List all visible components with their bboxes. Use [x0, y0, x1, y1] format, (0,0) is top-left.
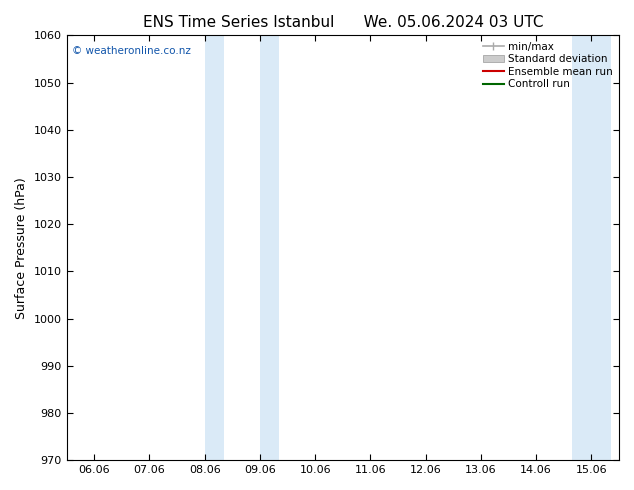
Y-axis label: Surface Pressure (hPa): Surface Pressure (hPa): [15, 177, 28, 318]
Bar: [592, 35, 611, 460]
Legend: min/max, Standard deviation, Ensemble mean run, Controll run: min/max, Standard deviation, Ensemble me…: [480, 38, 616, 93]
Bar: [260, 35, 279, 460]
Title: ENS Time Series Istanbul      We. 05.06.2024 03 UTC: ENS Time Series Istanbul We. 05.06.2024 …: [143, 15, 543, 30]
Bar: [205, 35, 224, 460]
Bar: [572, 35, 592, 460]
Text: © weatheronline.co.nz: © weatheronline.co.nz: [72, 46, 191, 56]
